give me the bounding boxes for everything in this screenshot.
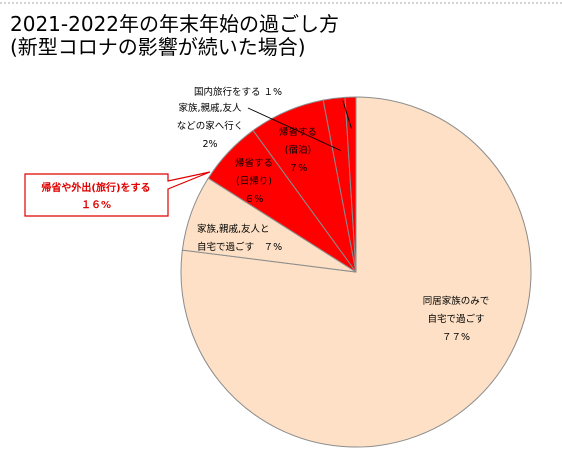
callout-box [24, 171, 211, 217]
chart-subtitle: (新型コロナの影響が続いた場合) [10, 35, 306, 59]
slice-label-3: 帰省する (宿泊) ７% [279, 126, 317, 174]
pie-slices [180, 96, 532, 448]
slice-label-line: ７７% [442, 332, 470, 343]
slice-label-line: 帰省する [235, 157, 273, 169]
chart-title-line1: 2021-2022年の年末年始の過ごし方 [10, 12, 340, 36]
slice-label-line: ６% [245, 194, 264, 205]
slice-label-5: 国内旅行をする １% [194, 86, 282, 98]
slice-labels: 同居家族のみで自宅で過ごす ７７% 家族,親戚,友人と自宅で過ごす ７% 帰省する (日… [177, 86, 490, 343]
slice-label-4: 家族,親戚,友人などの家へ行く 2% [177, 102, 244, 150]
leader-line-0 [247, 107, 341, 151]
slice-label-line: 国内旅行をする １% [194, 86, 282, 98]
callout-label-line-1: １６% [81, 199, 111, 211]
slice-label-line: (日帰り) [236, 175, 272, 187]
slice-label-line: 家族,親戚,友人と [197, 223, 270, 235]
dotted-border [0, 2, 562, 4]
slice-label-line: 同居家族のみで [423, 295, 490, 307]
leader-line-1 [342, 100, 352, 129]
chart-title: 2021-2022年の年末年始の過ごし方 (新型コロナの影響が続いた場合) [10, 13, 339, 59]
leader-lines [247, 100, 352, 151]
slice-label-line: 自宅で過ごす ７% [197, 241, 282, 253]
slice-label-0: 同居家族のみで自宅で過ごす ７７% [423, 295, 490, 343]
slice-label-line: ７% [289, 163, 308, 174]
slice-label-line: 2% [202, 139, 217, 150]
slice-label-line: などの家へ行く [177, 120, 244, 132]
slice-label-line: 家族,親戚,友人 [178, 102, 242, 114]
slice-label-line: 自宅で過ごす [427, 313, 484, 325]
callout-label-line-0: 帰省や外出(旅行)をする [41, 181, 150, 194]
slice-label-2: 帰省する (日帰り) ６% [235, 157, 273, 205]
slice-label-1: 家族,親戚,友人と自宅で過ごす ７% [197, 223, 282, 253]
slice-label-line: (宿泊) [285, 144, 311, 156]
group-callout: 帰省や外出(旅行)をする １６% [24, 171, 211, 217]
pie-slice-5 [344, 96, 357, 273]
slice-label-line: 帰省する [279, 126, 317, 138]
